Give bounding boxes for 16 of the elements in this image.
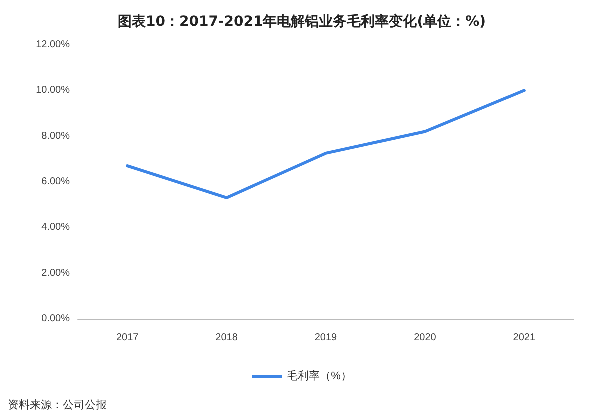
y-tick-label: 8.00%	[42, 130, 70, 142]
text: 资料来源：公司公报	[8, 398, 107, 412]
legend-label: 毛利率（%）	[287, 370, 352, 382]
y-tick-label: 0.00%	[42, 314, 70, 324]
x-tick-label: 2018	[216, 332, 238, 344]
x-tick-label: 2017	[116, 332, 140, 344]
x-tick-label: 2020	[414, 332, 437, 344]
y-tick-label: 6.00%	[42, 176, 70, 188]
y-tick-label: 2.00%	[42, 268, 70, 279]
line-series	[126, 89, 526, 200]
x-tick-label: 2021	[513, 332, 536, 344]
y-tick-label: 12.00%	[36, 40, 70, 50]
chart-title: 图表10：2017-2021年电解铝业务毛利率变化(单位：%)	[118, 13, 486, 30]
y-tick-label: 10.00%	[36, 85, 70, 96]
y-tick-label: 4.00%	[42, 222, 70, 234]
x-tick-label: 2019	[314, 332, 338, 344]
